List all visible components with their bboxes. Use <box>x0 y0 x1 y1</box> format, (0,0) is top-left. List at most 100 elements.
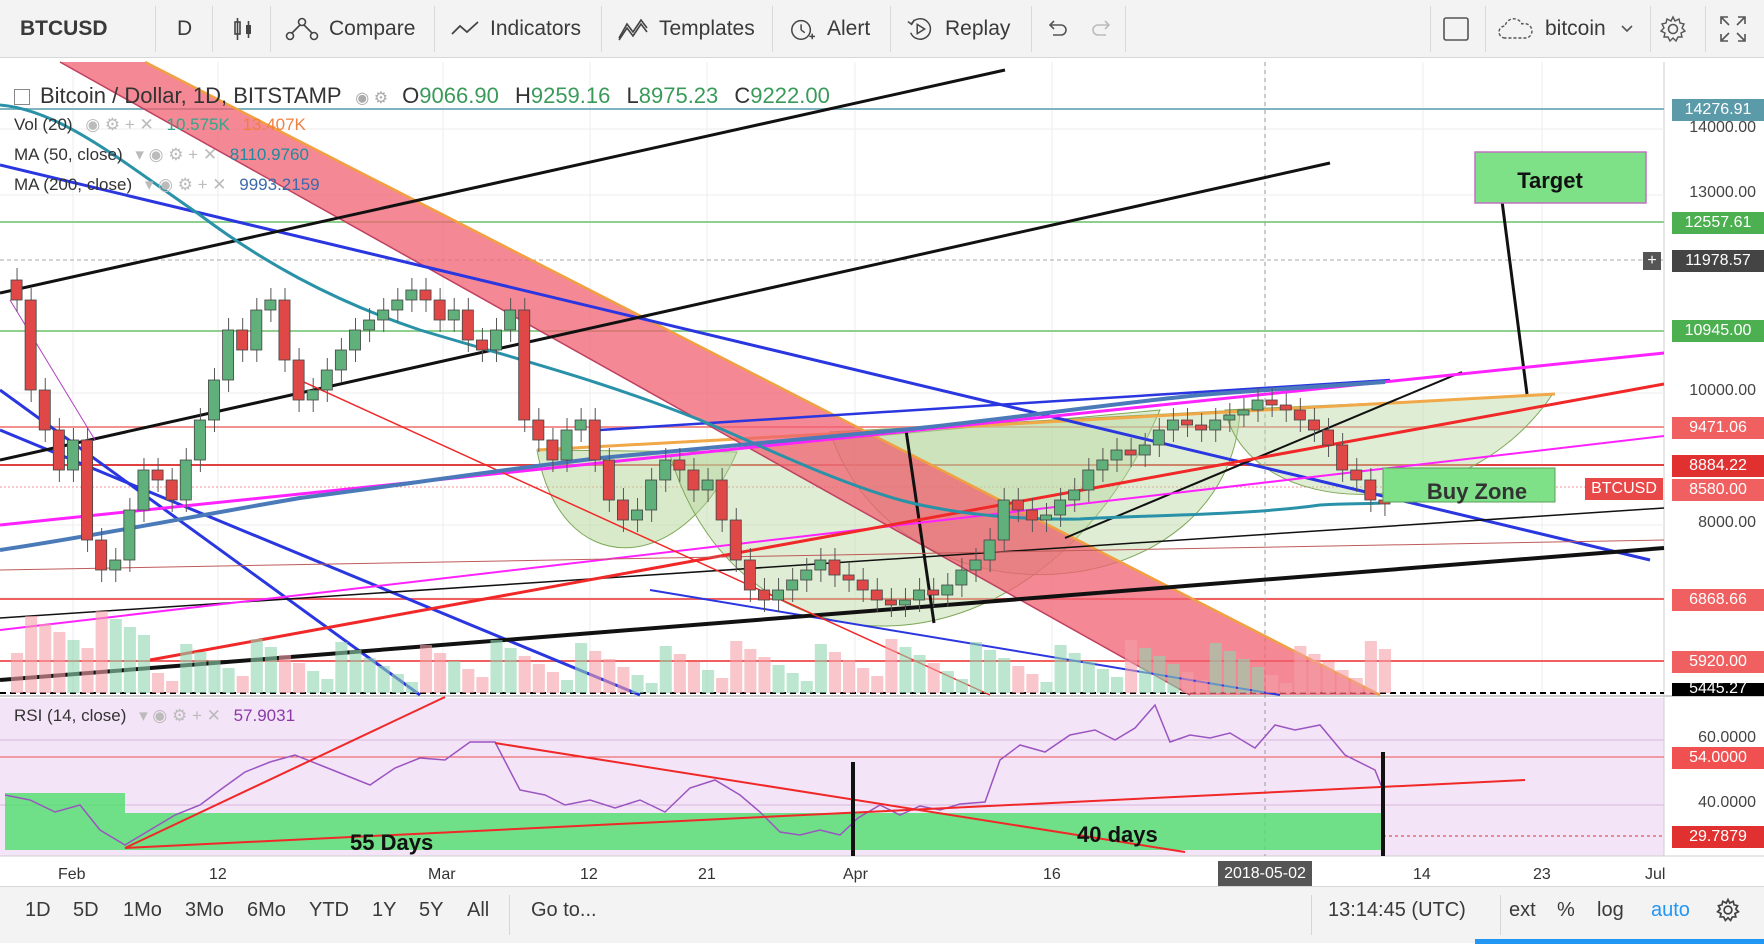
bottom-divider <box>509 895 510 935</box>
toolbar-divider <box>1125 6 1126 52</box>
price-label-14276: 14276.91 <box>1672 99 1764 121</box>
target-box: Target <box>1474 151 1647 204</box>
volume-bar <box>236 676 249 693</box>
alarm-clock-icon <box>791 19 815 40</box>
auto-toggle[interactable]: auto <box>1651 899 1690 921</box>
replay-label: Replay <box>945 17 1011 40</box>
range-ytd[interactable]: YTD <box>309 899 349 921</box>
volume-bar <box>335 642 348 693</box>
low-label: L <box>626 83 639 108</box>
goto-button[interactable]: Go to... <box>531 899 597 921</box>
candle-body <box>1223 414 1236 421</box>
settings-button[interactable] <box>1658 8 1688 50</box>
volume-bar <box>828 652 842 693</box>
legend-icons[interactable]: ▾ ◉ ⚙ + ✕ <box>139 706 221 725</box>
legend-icons[interactable]: ▾ ◉ ⚙ + ✕ <box>144 175 227 194</box>
main-legend: Bitcoin / Dollar, 1D, BITSTAMP ◉ ⚙ O9066… <box>14 83 830 109</box>
interval-button[interactable]: D <box>177 17 193 40</box>
buy-zone-label: Buy Zone <box>1427 479 1527 504</box>
range-3mo[interactable]: 3Mo <box>185 899 224 921</box>
legend-icons[interactable]: ▾ ◉ ⚙ + ✕ <box>135 145 218 164</box>
volume-bar <box>166 681 179 693</box>
candle-body <box>786 579 799 591</box>
price-label-5920: 5920.00 <box>1672 651 1764 673</box>
volume-bar <box>899 647 912 693</box>
volume-bar <box>391 674 404 693</box>
candle-body <box>1336 444 1349 471</box>
range-5d[interactable]: 5D <box>73 899 99 921</box>
volume-bar <box>25 616 38 693</box>
candle-body <box>814 559 827 571</box>
candle-body <box>405 289 418 301</box>
alert-button[interactable]: Alert <box>787 8 870 50</box>
replay-button[interactable]: Replay <box>905 8 1010 50</box>
candle-body <box>447 309 460 321</box>
ext-toggle[interactable]: ext <box>1509 899 1536 921</box>
volume-bar <box>490 640 503 693</box>
candle-body <box>38 389 51 431</box>
volume-bar <box>885 639 898 693</box>
candle-body <box>969 559 982 571</box>
chart-style-button[interactable] <box>230 8 266 50</box>
axis-settings-button[interactable] <box>1715 897 1741 929</box>
collapse-toggle-icon[interactable] <box>14 89 30 106</box>
candle-body <box>588 419 601 461</box>
range-1mo[interactable]: 1Mo <box>123 899 162 921</box>
templates-label: Templates <box>659 17 755 40</box>
ma200-legend: MA (200, close) ▾ ◉ ⚙ + ✕ 9993.2159 <box>14 175 320 195</box>
bottom-divider <box>1500 895 1501 935</box>
candle-body <box>10 279 23 301</box>
compare-button[interactable]: Compare <box>285 8 415 50</box>
range-5y[interactable]: 5Y <box>419 899 444 921</box>
volume-bar <box>1294 646 1307 693</box>
candle-body <box>377 309 390 321</box>
volume-bar <box>419 645 433 693</box>
volume-bar <box>1026 674 1039 693</box>
rsi-tick: 40.0000 <box>1698 794 1756 811</box>
volume-bar <box>1223 651 1236 693</box>
candle-body <box>193 419 206 461</box>
percent-toggle[interactable]: % <box>1557 899 1575 921</box>
fullscreen-button[interactable] <box>1718 8 1748 50</box>
templates-button[interactable]: Templates <box>617 8 755 50</box>
price-label-9471: 9471.06 <box>1672 417 1764 439</box>
candle-body <box>419 289 432 301</box>
candle-body <box>743 559 756 591</box>
symbol-button[interactable]: BTCUSD <box>20 17 108 40</box>
volume-bar <box>194 652 207 693</box>
candle-body <box>278 299 291 361</box>
layout-name-button[interactable]: bitcoin <box>1497 8 1634 50</box>
candle-body <box>109 559 122 571</box>
log-toggle[interactable]: log <box>1597 899 1624 921</box>
volume-bar <box>109 619 122 693</box>
undo-button[interactable] <box>1045 8 1069 50</box>
range-1d[interactable]: 1D <box>25 899 51 921</box>
toolbar-divider <box>1430 6 1431 52</box>
candle-body <box>490 329 502 351</box>
price-tick: 8000.00 <box>1698 514 1756 531</box>
redo-button[interactable] <box>1090 8 1114 50</box>
volume-bar <box>560 680 574 693</box>
range-all[interactable]: All <box>467 899 490 921</box>
legend-icons[interactable]: ◉ ⚙ + ✕ <box>85 115 154 134</box>
ma200-value: 9993.2159 <box>239 175 320 194</box>
volume-bar <box>434 653 447 693</box>
range-1y[interactable]: 1Y <box>372 899 397 921</box>
date-label: 12 <box>580 866 598 883</box>
volume-bar <box>617 667 630 693</box>
candles-icon <box>234 18 251 40</box>
fullscreen-layout-button[interactable] <box>1442 8 1470 50</box>
range-6mo[interactable]: 6Mo <box>247 899 286 921</box>
price-chart[interactable]: Target Buy Zone 55 Days 40 days <box>0 58 1764 886</box>
candle-body <box>884 599 897 606</box>
candle-body <box>1138 444 1151 456</box>
add-alert-icon[interactable]: + <box>1643 252 1661 270</box>
volume-bar <box>39 624 52 693</box>
legend-icons[interactable]: ◉ ⚙ <box>355 90 389 107</box>
candle-body <box>475 339 488 351</box>
candle-body <box>1265 399 1278 406</box>
rsi-label: RSI (14, close) <box>14 706 127 725</box>
indicators-button[interactable]: Indicators <box>450 8 581 50</box>
candle-body <box>334 349 347 371</box>
candle-body <box>1350 469 1363 481</box>
